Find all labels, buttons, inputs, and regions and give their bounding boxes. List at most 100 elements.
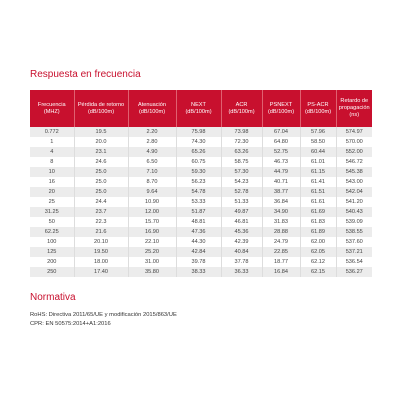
table-body: 0.772 19.5 2.20 75.98 73.98 67.04 57.96 574.97 1… bbox=[30, 127, 372, 277]
header-line: ACR bbox=[235, 101, 248, 108]
table-cell: 39.78 bbox=[176, 257, 222, 267]
table-cell: 53.33 bbox=[176, 197, 222, 207]
table-cell: 536.27 bbox=[336, 267, 372, 277]
table-cell: 1 bbox=[30, 137, 75, 147]
table-cell: 538.55 bbox=[336, 227, 372, 237]
table-row: 4 23.1 4.90 65.26 63.26 52.75 60.44 552.00 bbox=[30, 147, 372, 157]
table-cell: 25.0 bbox=[74, 177, 129, 187]
table-cell: 8 bbox=[30, 157, 75, 167]
table-cell: 54.23 bbox=[221, 177, 263, 187]
table-cell: 47.36 bbox=[176, 227, 222, 237]
table-cell: 22.10 bbox=[128, 237, 177, 247]
table-cell: 19.5 bbox=[74, 127, 129, 137]
table-cell: 75.98 bbox=[176, 127, 222, 137]
header-line: PSNEXT bbox=[269, 101, 293, 108]
table-cell: 15.70 bbox=[128, 217, 177, 227]
header-line: (dB/100m) bbox=[304, 108, 332, 115]
table-cell: 537.21 bbox=[336, 247, 372, 257]
table-cell: 2.20 bbox=[128, 127, 177, 137]
header-cell: ACR (dB/100m) bbox=[221, 90, 263, 127]
standard-line: CPR: EN 50575:2014+A1:2016 bbox=[30, 321, 111, 327]
table-cell: 60.44 bbox=[300, 147, 337, 157]
table-cell: 36.33 bbox=[221, 267, 263, 277]
table-cell: 100 bbox=[30, 237, 75, 247]
table-cell: 38.33 bbox=[176, 267, 222, 277]
table-row: 250 17.40 35.80 38.33 36.33 16.84 62.15 536.27 bbox=[30, 267, 372, 277]
header-line: (MHZ) bbox=[43, 108, 60, 115]
table-cell: 51.87 bbox=[176, 207, 222, 217]
table-cell: 125 bbox=[30, 247, 75, 257]
table-row: 25 24.4 10.90 53.33 51.33 36.84 61.61 541.20 bbox=[30, 197, 372, 207]
table-row: 1 20.0 2.80 74.30 72.30 64.80 58.50 570.00 bbox=[30, 137, 372, 147]
table-row: 100 20.10 22.10 44.30 42.39 24.79 62.00 537.60 bbox=[30, 237, 372, 247]
table-cell: 200 bbox=[30, 257, 75, 267]
header-cell: Atenuación (dB/100m) bbox=[128, 90, 177, 127]
table-cell: 23.1 bbox=[74, 147, 129, 157]
table-cell: 57.96 bbox=[300, 127, 337, 137]
table-cell: 541.20 bbox=[345, 199, 363, 205]
header-line: Pérdida de retorno bbox=[77, 101, 125, 108]
table-cell: 31.25 bbox=[30, 207, 75, 217]
table-cell: 61.69 bbox=[300, 207, 337, 217]
table-cell: 59.30 bbox=[176, 167, 222, 177]
section-title: Respuesta en frecuencia bbox=[30, 69, 141, 80]
table-cell: 17.40 bbox=[74, 267, 129, 277]
table-row: 125 19.50 25.20 42.84 40.84 22.85 62.05 537.21 bbox=[30, 247, 372, 257]
table-cell: 20.10 bbox=[74, 237, 129, 247]
table-cell: 20.0 bbox=[74, 137, 129, 147]
table-cell: 8.70 bbox=[128, 177, 177, 187]
table-cell: 6.50 bbox=[128, 157, 177, 167]
header-row: Frecuencia (MHZ) Pérdida de retorno (dB/100… bbox=[30, 90, 372, 127]
table-cell: 10.90 bbox=[128, 197, 177, 207]
table-cell: 25.20 bbox=[128, 247, 177, 257]
table-cell: 56.23 bbox=[176, 177, 222, 187]
table-cell: 61.01 bbox=[300, 157, 337, 167]
table-cell: 57.30 bbox=[221, 167, 263, 177]
table-cell: 72.30 bbox=[221, 137, 263, 147]
header-line: Atenuación bbox=[138, 101, 166, 108]
table-cell: 31.00 bbox=[128, 257, 177, 267]
table-cell: 74.30 bbox=[176, 137, 222, 147]
table-cell: 22.3 bbox=[74, 217, 129, 227]
table-cell: 570.00 bbox=[345, 139, 363, 145]
table-cell: 546.72 bbox=[345, 159, 363, 165]
table-cell: 536.54 bbox=[345, 259, 363, 265]
table-row: 10 25.0 7.10 59.30 57.30 44.79 61.15 545.38 bbox=[30, 167, 372, 177]
table-cell: 25.0 bbox=[74, 187, 129, 197]
table-cell: 0.772 bbox=[30, 127, 75, 137]
table-cell: 18.00 bbox=[74, 257, 129, 267]
header-line: PS-ACR bbox=[307, 101, 329, 108]
table-cell: 24.79 bbox=[262, 237, 301, 247]
table-cell: 542.04 bbox=[336, 187, 372, 197]
table-cell: 21.6 bbox=[74, 227, 129, 237]
table-cell: 42.39 bbox=[221, 237, 263, 247]
table-cell: 61.89 bbox=[300, 227, 337, 237]
table-cell: 44.79 bbox=[262, 167, 301, 177]
table-row: 20 25.0 9.64 54.78 52.78 38.77 61.51 542.04 bbox=[30, 187, 372, 197]
table-cell: 574.97 bbox=[336, 127, 372, 137]
header-line: propagación bbox=[338, 105, 370, 111]
table-cell: 12.00 bbox=[128, 207, 177, 217]
header-line: (dB/100m) bbox=[87, 108, 115, 115]
table-cell: 16 bbox=[30, 177, 75, 187]
table-cell: 61.51 bbox=[300, 187, 337, 197]
table-cell: 20 bbox=[30, 187, 75, 197]
table-row: 8 24.6 6.50 60.75 58.75 46.73 61.01 546.72 bbox=[30, 157, 372, 167]
header-cell: PS-ACR (dB/100m) bbox=[300, 90, 337, 127]
section-title: Normativa bbox=[30, 292, 76, 303]
table-cell: 64.80 bbox=[262, 137, 301, 147]
table-cell: 18.77 bbox=[262, 257, 301, 267]
table-cell: 51.33 bbox=[221, 197, 263, 207]
table-cell: 7.10 bbox=[128, 167, 177, 177]
table-cell: 28.88 bbox=[262, 227, 301, 237]
table-cell: 63.26 bbox=[221, 147, 263, 157]
header-cell: Pérdida de retorno (dB/100m) bbox=[74, 90, 129, 127]
header-line: Retardo de bbox=[340, 98, 369, 104]
header-line: Frecuencia bbox=[37, 101, 66, 108]
table-cell: 543.00 bbox=[345, 179, 363, 185]
table-cell: 24.6 bbox=[74, 157, 129, 167]
table-cell: 16.84 bbox=[262, 267, 301, 277]
table-cell: 552.00 bbox=[336, 147, 372, 157]
table-cell: 45.36 bbox=[221, 227, 263, 237]
